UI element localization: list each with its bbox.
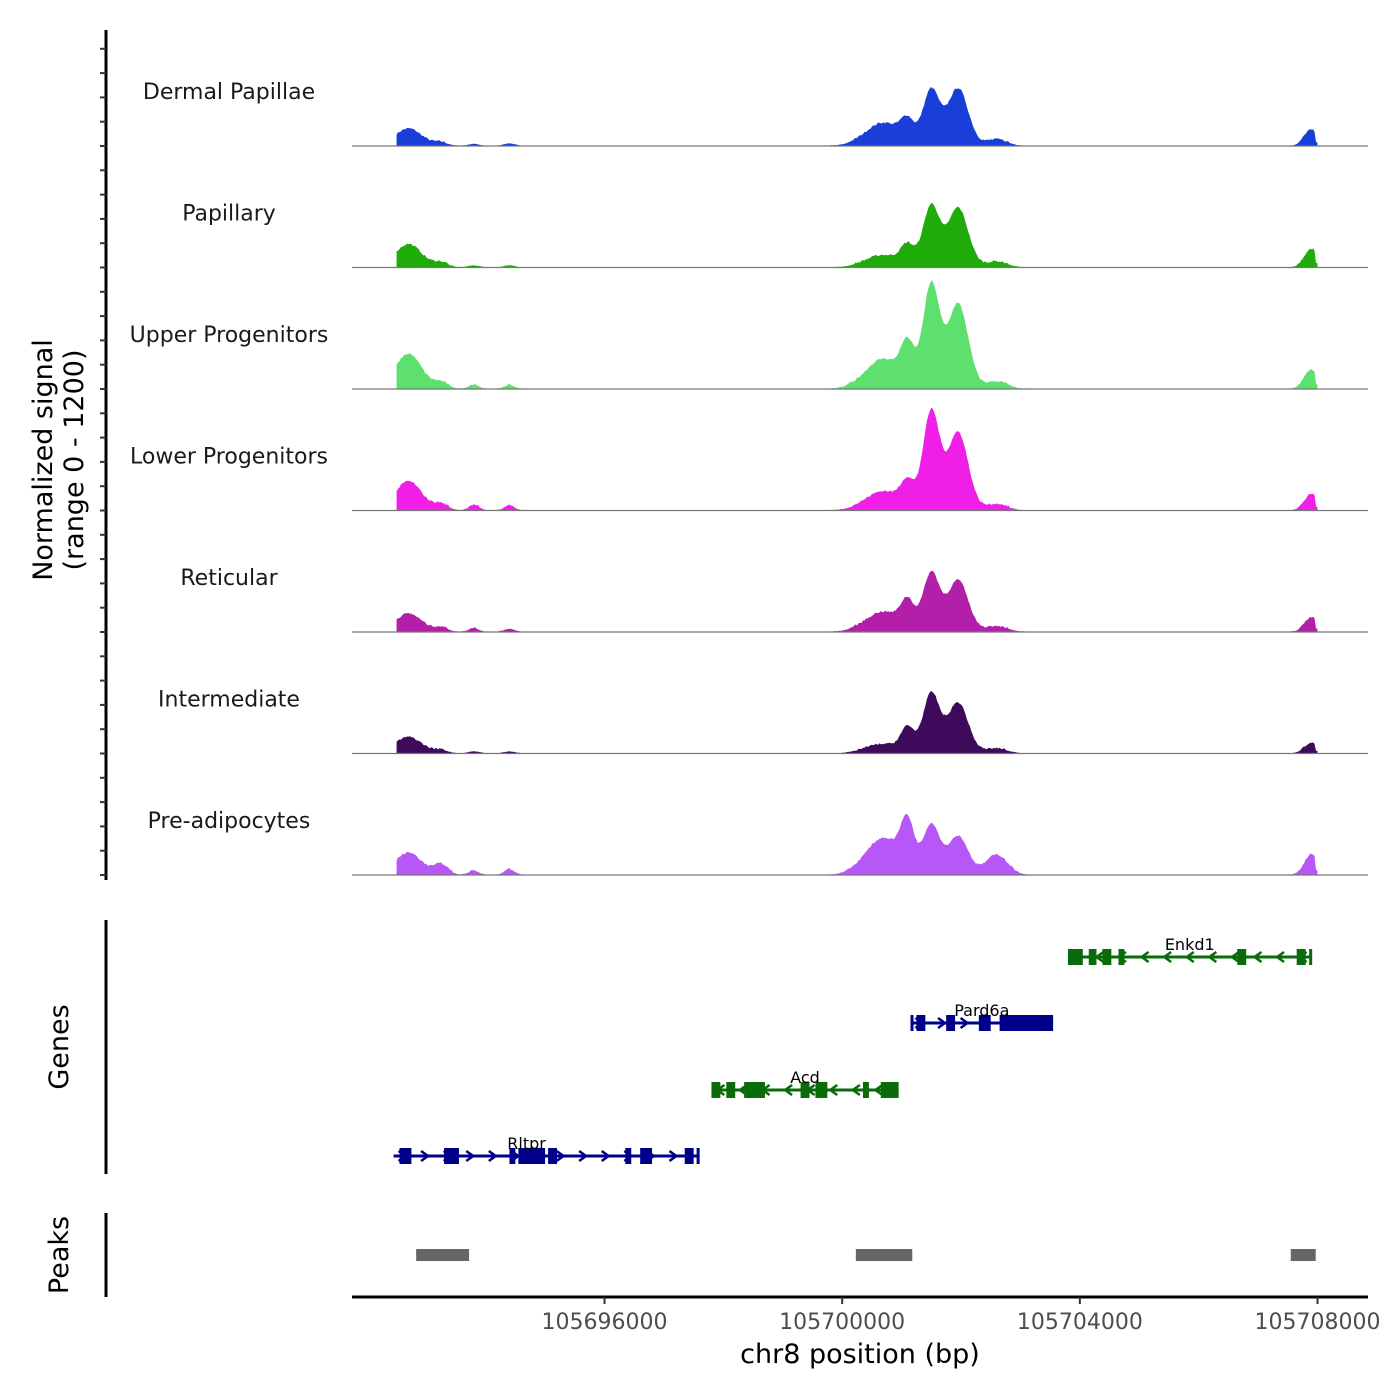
exon (800, 1082, 810, 1098)
exon (999, 1015, 1054, 1031)
track-dermal-papillae: Dermal Papillae (143, 80, 1368, 147)
x-tick-label: 105700000 (779, 1310, 905, 1335)
exon (548, 1148, 557, 1164)
x-axis-title: chr8 position (bp) (740, 1339, 980, 1370)
exon (1118, 949, 1125, 965)
exon (916, 1015, 926, 1031)
track-label: Intermediate (158, 688, 300, 713)
exon (726, 1082, 736, 1098)
strand-arrow-icon (1162, 950, 1172, 964)
strand-arrow-icon (828, 1083, 838, 1097)
exon (518, 1148, 546, 1164)
track-label: Papillary (182, 202, 276, 227)
peak-region (855, 1249, 913, 1261)
exon (1102, 949, 1112, 965)
x-tick-label: 105704000 (1017, 1310, 1143, 1335)
gene-enkd1: Enkd1 (1067, 935, 1313, 965)
peak-region (416, 1249, 470, 1261)
y-axis-title-line1: Normalized signal (28, 339, 59, 581)
exon (1296, 949, 1306, 965)
strand-arrow-icon (959, 1016, 970, 1030)
strand-arrow-icon (465, 1149, 476, 1163)
exon (880, 1082, 899, 1098)
exon (1067, 949, 1083, 965)
exon (625, 1148, 632, 1164)
strand-arrow-icon (1139, 950, 1150, 964)
exon (640, 1148, 653, 1164)
gene-label: Enkd1 (1165, 935, 1215, 954)
signal-area (396, 407, 1318, 511)
signal-area (396, 87, 1318, 146)
gene-label: Acd (790, 1068, 820, 1087)
strand-arrow-icon (1207, 950, 1218, 964)
exon (711, 1082, 721, 1098)
exon (444, 1148, 459, 1164)
gene-acd: Acd (711, 1068, 899, 1098)
track-intermediate: Intermediate (158, 688, 1368, 755)
exon (862, 1082, 869, 1098)
strand-arrow-icon (488, 1149, 498, 1163)
gene-rltpr: Rltpr (393, 1134, 700, 1164)
signal-area (396, 813, 1318, 875)
y-axis-title-line2: (range 0 - 1200) (59, 350, 90, 571)
exon (399, 1148, 412, 1164)
gene-pard6a: Pard6a (910, 1001, 1054, 1031)
track-papillary: Papillary (182, 202, 1368, 269)
signal-tracks: Dermal Papillae Papillary Upper Progenitor… (130, 80, 1368, 876)
strand-arrow-icon (873, 1083, 884, 1097)
signal-area (396, 280, 1318, 389)
track-label: Dermal Papillae (143, 80, 315, 105)
signal-area (396, 203, 1318, 268)
x-tick-label: 105708000 (1255, 1310, 1381, 1335)
exon (684, 1148, 694, 1164)
exon (744, 1082, 765, 1098)
track-pre-adipocytes: Pre-adipocytes (148, 809, 1368, 876)
signal-y-axis-ticks (100, 47, 106, 876)
track-lower-progenitors: Lower Progenitors (130, 407, 1368, 512)
peaks-track-label: Peaks (44, 1216, 75, 1294)
strand-arrow-icon (420, 1149, 431, 1163)
exon (815, 1082, 828, 1098)
exon (1088, 949, 1097, 965)
strand-arrow-icon (555, 1149, 566, 1163)
x-axis-ticks: 105696000 105700000 105704000 105708000 (542, 1297, 1381, 1335)
exon (696, 1148, 700, 1164)
track-reticular: Reticular (180, 566, 1368, 633)
track-label: Reticular (180, 566, 278, 591)
exon (978, 1015, 991, 1031)
strand-arrow-icon (1229, 950, 1240, 964)
exon (1237, 949, 1247, 965)
gene-label: Pard6a (954, 1001, 1009, 1020)
track-label: Lower Progenitors (130, 445, 328, 470)
strand-arrow-icon (1184, 950, 1195, 964)
exon (509, 1148, 516, 1164)
exon (910, 1015, 914, 1031)
x-tick-label: 105696000 (542, 1310, 668, 1335)
gene-annotations: Enkd1 Pard6a Acd Rltpr (393, 935, 1313, 1164)
strand-arrow-icon (937, 1016, 948, 1030)
strand-arrow-icon (1252, 950, 1263, 964)
strand-arrow-icon (600, 1149, 611, 1163)
genes-track-label: Genes (44, 1004, 75, 1089)
track-label: Upper Progenitors (130, 323, 329, 348)
signal-area (396, 690, 1318, 754)
strand-arrow-icon (850, 1083, 861, 1097)
exon (1309, 949, 1313, 965)
signal-area (396, 570, 1318, 632)
strand-arrow-icon (578, 1149, 589, 1163)
strand-arrow-icon (782, 1083, 793, 1097)
peak-regions (416, 1249, 1316, 1261)
strand-arrow-icon (1274, 950, 1285, 964)
gene-label: Rltpr (507, 1134, 546, 1153)
track-label: Pre-adipocytes (148, 809, 311, 834)
exon (946, 1015, 956, 1031)
peak-region (1290, 1249, 1316, 1261)
track-upper-progenitors: Upper Progenitors (130, 280, 1368, 390)
strand-arrow-icon (668, 1149, 679, 1163)
